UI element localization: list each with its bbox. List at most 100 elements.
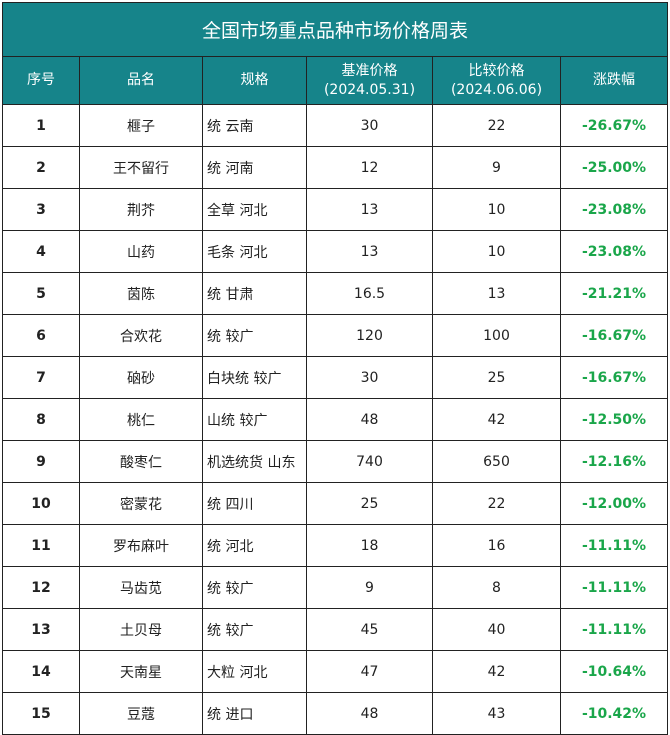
cell-index: 14 (2, 650, 80, 693)
cell-base-price: 30 (306, 356, 433, 399)
cell-spec: 统 四川 (202, 482, 307, 525)
cell-index: 12 (2, 566, 80, 609)
cell-base-price: 18 (306, 524, 433, 567)
table-row: 1 榧子统 云南 30 22 -26.67% (2, 104, 669, 147)
cell-spec: 统 进口 (202, 692, 307, 735)
cell-spec: 统 较广 (202, 314, 307, 357)
cell-index: 3 (2, 188, 80, 231)
cell-compare-price: 8 (432, 566, 561, 609)
cell-base-price: 48 (306, 398, 433, 441)
table-row: 14 天南星 大粒 河北 47 42 -10.64% (2, 650, 669, 693)
cell-name: 王不留行 (79, 146, 203, 189)
cell-compare-price: 40 (432, 608, 561, 651)
table-row: 6 合欢花统 较广 120 100 -16.67% (2, 314, 669, 357)
cell-spec: 全草 河北 (202, 188, 307, 231)
header-index: 序号 (2, 56, 80, 105)
cell-index: 6 (2, 314, 80, 357)
header-compare-price: 比较价格 (2024.06.06) (432, 56, 561, 105)
cell-spec: 统 甘肃 (202, 272, 307, 315)
cell-compare-price: 9 (432, 146, 561, 189)
table-row: 15 豆蔻统 进口 48 43 -10.42% (2, 692, 669, 735)
cell-index: 9 (2, 440, 80, 483)
cell-compare-price: 10 (432, 230, 561, 273)
cell-index: 10 (2, 482, 80, 525)
cell-compare-price: 42 (432, 398, 561, 441)
cell-spec: 统 云南 (202, 104, 307, 147)
cell-spec: 大粒 河北 (202, 650, 307, 693)
cell-name: 马齿苋 (79, 566, 203, 609)
table-row: 3 荆芥 全草 河北 13 10 -23.08% (2, 188, 669, 231)
table-row: 4 山药 毛条 河北 13 10 -23.08% (2, 230, 669, 273)
cell-compare-price: 100 (432, 314, 561, 357)
cell-base-price: 12 (306, 146, 433, 189)
cell-compare-price: 650 (432, 440, 561, 483)
cell-change: -16.67% (559, 314, 669, 357)
cell-base-price: 740 (306, 440, 433, 483)
header-base-date: (2024.05.31) (323, 81, 416, 98)
cell-base-price: 16.5 (306, 272, 433, 315)
cell-change: -26.67% (559, 104, 669, 147)
cell-name: 合欢花 (79, 314, 203, 357)
table-row: 10 密蒙花统 四川 25 22 -12.00% (2, 482, 669, 525)
cell-compare-price: 13 (432, 272, 561, 315)
cell-compare-price: 22 (432, 104, 561, 147)
cell-index: 15 (2, 692, 80, 735)
cell-name: 酸枣仁 (79, 440, 203, 483)
table-row: 7 硇砂 白块统 较广 30 25 -16.67% (2, 356, 669, 399)
cell-change: -12.00% (559, 482, 669, 525)
cell-change: -23.08% (559, 230, 669, 273)
cell-spec: 统 河南 (202, 146, 307, 189)
cell-change: -11.11% (559, 608, 669, 651)
cell-compare-price: 16 (432, 524, 561, 567)
header-compare-price-label: 比较价格 (468, 62, 525, 79)
cell-name: 罗布麻叶 (79, 524, 203, 567)
cell-change: -21.21% (559, 272, 669, 315)
header-spec: 规格 (202, 56, 307, 105)
header-change: 涨跌幅 (559, 56, 669, 105)
cell-index: 8 (2, 398, 80, 441)
table-row: 12 马齿苋统 较广 9 8 -11.11% (2, 566, 669, 609)
cell-change: -10.42% (559, 692, 669, 735)
title-row: 全国市场重点品种市场价格周表 (1, 2, 669, 57)
header-base-price-label: 基准价格 (341, 62, 398, 79)
table-row: 2 王不留行统 河南 12 9 -25.00% (2, 146, 669, 189)
cell-base-price: 25 (306, 482, 433, 525)
cell-base-price: 47 (306, 650, 433, 693)
header-compare-date: (2024.06.06) (450, 81, 543, 98)
cell-name: 荆芥 (79, 188, 203, 231)
cell-base-price: 48 (306, 692, 433, 735)
table-title: 全国市场重点品种市场价格周表 (1, 2, 669, 57)
cell-compare-price: 22 (432, 482, 561, 525)
cell-name: 天南星 (79, 650, 203, 693)
cell-name: 密蒙花 (79, 482, 203, 525)
cell-base-price: 120 (306, 314, 433, 357)
cell-name: 山药 (79, 230, 203, 273)
cell-change: -10.64% (559, 650, 669, 693)
cell-compare-price: 10 (432, 188, 561, 231)
cell-name: 土贝母 (79, 608, 203, 651)
cell-compare-price: 25 (432, 356, 561, 399)
cell-spec: 机选统货 山东 (202, 440, 307, 483)
cell-index: 13 (2, 608, 80, 651)
cell-base-price: 45 (306, 608, 433, 651)
cell-spec: 统 较广 (202, 608, 307, 651)
cell-spec: 统 河北 (202, 524, 307, 567)
cell-index: 1 (2, 104, 80, 147)
table-row: 11 罗布麻叶统 河北 18 16 -11.11% (2, 524, 669, 567)
cell-change: -16.67% (559, 356, 669, 399)
table-row: 8 桃仁 山统 较广 48 42 -12.50% (2, 398, 669, 441)
table-row: 13 土贝母统 较广 45 40 -11.11% (2, 608, 669, 651)
cell-change: -12.50% (559, 398, 669, 441)
header-name: 品名 (79, 56, 203, 105)
cell-index: 2 (2, 146, 80, 189)
cell-change: -11.11% (559, 524, 669, 567)
cell-index: 11 (2, 524, 80, 567)
cell-change: -25.00% (559, 146, 669, 189)
cell-compare-price: 42 (432, 650, 561, 693)
cell-change: -12.16% (559, 440, 669, 483)
header-base-price: 基准价格 (2024.05.31) (306, 56, 433, 105)
header-row: 序号 品名 规格 基准价格 (2024.05.31) 比较价格 (2024.06… (2, 56, 669, 105)
table-row: 5 茵陈统 甘肃 16.5 13 -21.21% (2, 272, 669, 315)
cell-index: 7 (2, 356, 80, 399)
